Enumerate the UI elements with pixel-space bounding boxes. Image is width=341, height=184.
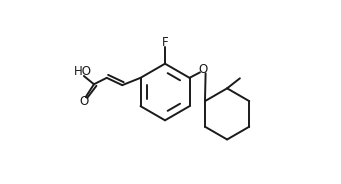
Text: O: O [79,95,89,108]
Text: O: O [198,63,208,76]
Text: HO: HO [74,65,92,78]
Text: F: F [162,36,168,49]
